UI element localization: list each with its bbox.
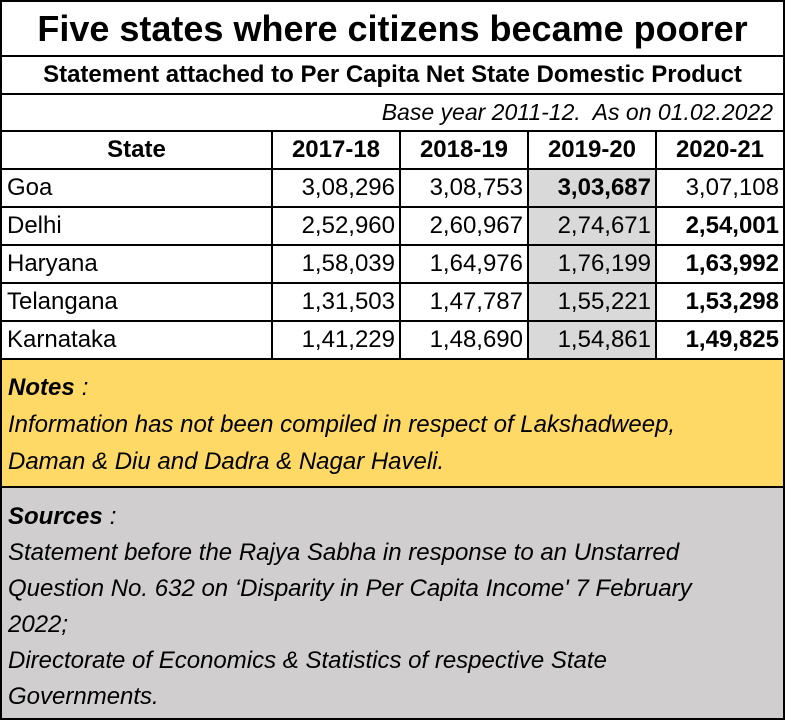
notes-line: Daman & Diu and Dadra & Nagar Haveli. [8, 448, 445, 475]
table-row: Haryana 1,58,039 1,64,976 1,76,199 1,63,… [2, 246, 783, 284]
value-cell: 1,48,690 [399, 322, 527, 358]
table-subtitle: Statement attached to Per Capita Net Sta… [2, 57, 783, 95]
sources-section: Sources: Statement before the Rajya Sabh… [2, 488, 783, 718]
value-cell: 2,60,967 [399, 208, 527, 244]
value-cell: 2,52,960 [271, 208, 399, 244]
value-cell: 1,64,976 [399, 246, 527, 282]
notes-line: Information has not been compiled in res… [8, 411, 676, 438]
notes-heading: Notes: [8, 369, 777, 406]
column-header-year: 2019-20 [527, 132, 655, 168]
base-year-note: Base year 2011-12. As on 01.02.2022 [2, 95, 783, 132]
sources-line: Statement before the Rajya Sabha in resp… [8, 539, 680, 566]
value-cell: 1,55,221 [527, 284, 655, 320]
column-header-year: 2020-21 [655, 132, 783, 168]
value-cell: 1,53,298 [655, 284, 783, 320]
value-cell: 3,03,687 [527, 170, 655, 206]
value-cell: 2,54,001 [655, 208, 783, 244]
table-row: Karnataka 1,41,229 1,48,690 1,54,861 1,4… [2, 322, 783, 360]
column-header-year: 2017-18 [271, 132, 399, 168]
state-cell: Karnataka [7, 326, 117, 353]
table-header-row: State 2017-18 2018-19 2019-20 2020-21 [2, 132, 783, 170]
table-row: Telangana 1,31,503 1,47,787 1,55,221 1,5… [2, 284, 783, 322]
sources-line: Question No. 632 on ‘Disparity in Per Ca… [8, 575, 692, 602]
value-cell: 1,47,787 [399, 284, 527, 320]
value-cell: 1,31,503 [271, 284, 399, 320]
state-cell: Goa [7, 174, 53, 201]
notes-heading-label: Notes [8, 374, 75, 401]
value-cell: 1,41,229 [271, 322, 399, 358]
sources-heading: Sources: [8, 499, 777, 535]
sources-line: 2022; [8, 611, 69, 638]
notes-heading-colon: : [81, 374, 89, 401]
sources-line: Directorate of Economics & Statistics of… [8, 647, 607, 674]
sources-heading-colon: : [109, 503, 117, 530]
value-cell: 1,76,199 [527, 246, 655, 282]
sources-heading-label: Sources [8, 503, 103, 530]
value-cell: 2,74,671 [527, 208, 655, 244]
sources-line: Governments. [8, 683, 159, 710]
value-cell: 3,08,296 [271, 170, 399, 206]
table-row: Delhi 2,52,960 2,60,967 2,74,671 2,54,00… [2, 208, 783, 246]
value-cell: 1,58,039 [271, 246, 399, 282]
table-row: Goa 3,08,296 3,08,753 3,03,687 3,07,108 [2, 170, 783, 208]
value-cell: 1,63,992 [655, 246, 783, 282]
state-cell: Telangana [7, 288, 118, 315]
page-title: Five states where citizens became poorer [2, 2, 783, 57]
state-cell: Delhi [7, 212, 62, 239]
column-header-year: 2018-19 [399, 132, 527, 168]
value-cell: 3,07,108 [655, 170, 783, 206]
value-cell: 3,08,753 [399, 170, 527, 206]
state-cell: Haryana [7, 250, 98, 277]
notes-section: Notes: Information has not been compiled… [2, 360, 783, 488]
value-cell: 1,54,861 [527, 322, 655, 358]
column-header-state: State [107, 136, 166, 163]
value-cell: 1,49,825 [655, 322, 783, 358]
